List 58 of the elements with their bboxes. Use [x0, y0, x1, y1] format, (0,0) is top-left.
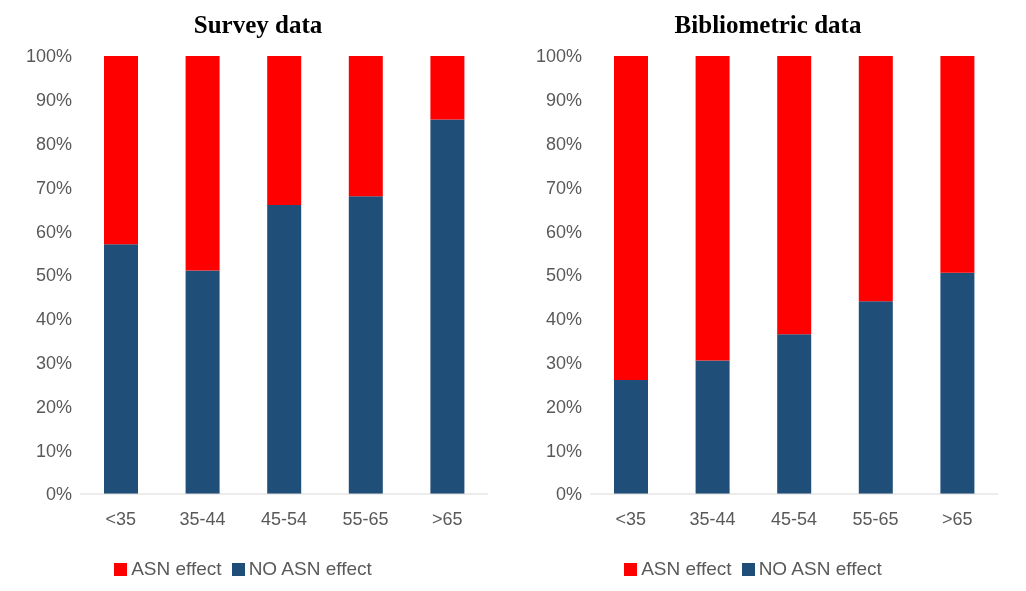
bar — [940, 272, 975, 494]
y-tick-label: 10% — [35, 440, 72, 461]
y-tick-label: 30% — [35, 352, 72, 373]
bar — [104, 244, 138, 494]
y-tick-label: 90% — [545, 90, 582, 111]
bar — [940, 56, 975, 273]
bar — [185, 56, 220, 271]
y-tick-label: 80% — [545, 133, 582, 154]
y-tick-label: 50% — [545, 265, 582, 286]
bar — [695, 360, 730, 494]
bar — [104, 56, 138, 245]
x-tick-label: 45-54 — [260, 508, 308, 529]
bar — [777, 56, 812, 335]
y-tick-label: 0% — [555, 484, 582, 505]
x-tick-label: 35-44 — [179, 508, 226, 529]
x-tick-label: <35 — [105, 508, 137, 529]
bar — [267, 204, 302, 494]
x-tick-label: >65 — [431, 508, 463, 529]
x-tick-label: 55-65 — [342, 508, 389, 529]
y-tick-label: 40% — [545, 309, 582, 330]
x-tick-label: >65 — [941, 508, 973, 529]
y-tick-label: 40% — [35, 309, 72, 330]
legend-label: NO ASN effect — [758, 558, 882, 579]
y-tick-label: 70% — [545, 177, 582, 198]
bar — [614, 56, 648, 381]
x-tick-label: 35-44 — [689, 508, 736, 529]
y-tick-label: 100% — [25, 46, 72, 67]
bar — [777, 334, 812, 494]
chart-title: Bibliometric data — [673, 10, 863, 40]
x-tick-label: 45-54 — [770, 508, 818, 529]
y-tick-label: 20% — [545, 396, 582, 417]
bar — [267, 56, 302, 205]
legend-label: ASN effect — [641, 558, 732, 579]
bar — [614, 380, 648, 494]
bar — [858, 301, 893, 494]
y-tick-label: 80% — [35, 133, 72, 154]
y-tick-label: 100% — [535, 46, 582, 67]
bar — [348, 196, 383, 494]
y-tick-label: 10% — [545, 440, 582, 461]
y-tick-label: 70% — [35, 177, 72, 198]
y-tick-label: 60% — [35, 221, 72, 242]
bar — [348, 56, 383, 197]
y-tick-label: 30% — [545, 352, 582, 373]
y-tick-label: 20% — [35, 396, 72, 417]
bar — [185, 270, 220, 494]
x-tick-label: <35 — [615, 508, 647, 529]
bar — [430, 56, 465, 120]
y-tick-label: 60% — [545, 221, 582, 242]
y-tick-label: 0% — [45, 484, 72, 505]
y-tick-label: 90% — [35, 90, 72, 111]
bar — [695, 56, 730, 361]
legend-label: ASN effect — [131, 558, 222, 579]
chart-title: Survey data — [192, 10, 324, 40]
bar — [430, 119, 465, 494]
x-tick-label: 55-65 — [852, 508, 899, 529]
legend-label: NO ASN effect — [248, 558, 372, 579]
y-tick-label: 50% — [35, 265, 72, 286]
bar — [858, 56, 893, 302]
